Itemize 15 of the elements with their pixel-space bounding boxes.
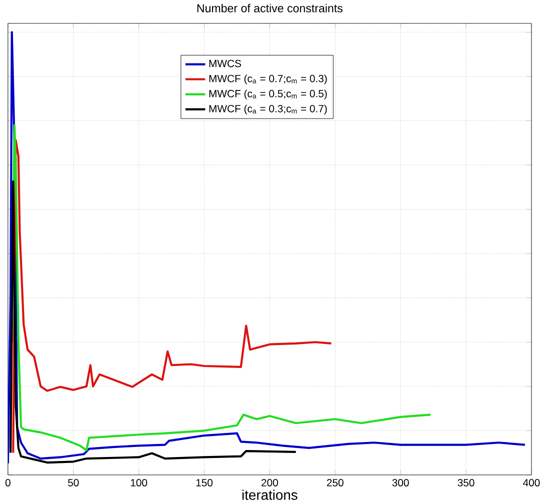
legend-label: MWCF (c$_{a}$ = 0.3;c$_{m}$ = 0.7) bbox=[209, 104, 327, 115]
x-tick-label: 150 bbox=[196, 479, 213, 487]
x-tick-label: 0 bbox=[5, 479, 10, 487]
x-tick-label: 350 bbox=[458, 479, 474, 487]
legend-label: MWCF (c$_{a}$ = 0.7;c$_{m}$ = 0.3) bbox=[209, 74, 327, 84]
chart-title: Number of active constraints bbox=[197, 4, 343, 12]
x-axis-title: iterations bbox=[242, 490, 298, 500]
x-tick-label: 100 bbox=[130, 479, 148, 487]
legend-label: MWCS bbox=[209, 60, 242, 68]
x-tick-label: 400 bbox=[523, 479, 540, 487]
x-tick-label: 200 bbox=[262, 479, 278, 487]
x-tick-label: 50 bbox=[68, 479, 79, 487]
legend-label: MWCF (c$_{a}$ = 0.5;c$_{m}$ = 0.5) bbox=[209, 90, 327, 100]
x-tick-label: 300 bbox=[392, 479, 409, 487]
x-tick-label: 250 bbox=[326, 479, 344, 487]
